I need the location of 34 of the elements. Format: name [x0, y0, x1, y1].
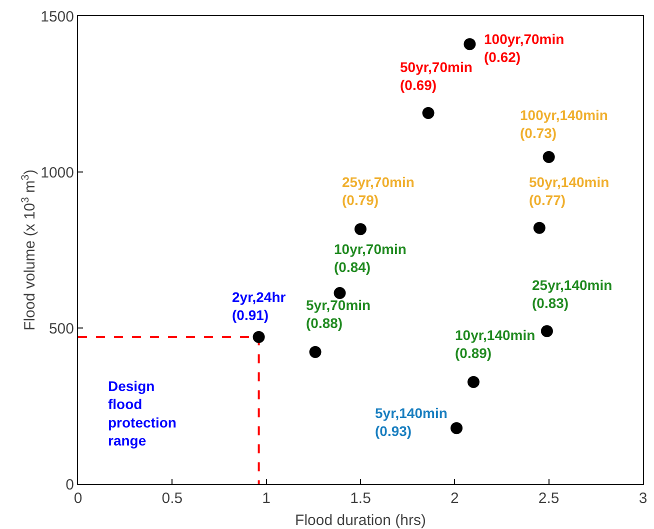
point — [468, 376, 480, 388]
annotation: Design flood protection range — [108, 378, 176, 449]
y-tick-label: 1500 — [40, 8, 74, 26]
point — [533, 222, 546, 234]
x-tick-label: 2.5 — [538, 490, 560, 507]
point — [542, 151, 555, 164]
annotation: 50yr,70min (0.69) — [400, 59, 472, 94]
point — [464, 38, 476, 50]
annotation: 100yr,140min (0.73) — [520, 107, 608, 142]
point — [450, 422, 463, 434]
point — [540, 325, 553, 338]
y-tick-label: 500 — [48, 320, 74, 338]
point — [252, 331, 265, 344]
annotation: 100yr,70min (0.62) — [484, 31, 564, 66]
point — [422, 107, 434, 120]
annotation: 25yr,140min (0.83) — [532, 277, 612, 312]
annotation: 5yr,70min (0.88) — [306, 297, 371, 332]
annotation: 25yr,70min (0.79) — [342, 174, 414, 208]
annotation: 10yr,70min (0.84) — [334, 241, 406, 276]
x-tick-label: 1.5 — [350, 490, 371, 507]
annotation: 5yr,140min (0.93) — [375, 405, 448, 440]
annotation: 2yr,24hr (0.91) — [232, 289, 286, 324]
x-tick-label: 1 — [262, 490, 270, 507]
x-tick-label: 0.5 — [162, 490, 183, 507]
y-tick-label: 0 — [66, 476, 74, 494]
y-tick-label: 1000 — [40, 164, 74, 182]
x-axis-title: Flood duration (hrs) — [295, 512, 426, 529]
annotation: 50yr,140min (0.77) — [529, 174, 610, 208]
x-tick-label: 2 — [450, 490, 459, 507]
point — [309, 346, 322, 358]
point — [334, 287, 346, 300]
point — [354, 223, 366, 236]
x-tick-label: 3 — [638, 490, 648, 507]
annotation: 10yr,140min (0.89) — [455, 327, 536, 362]
